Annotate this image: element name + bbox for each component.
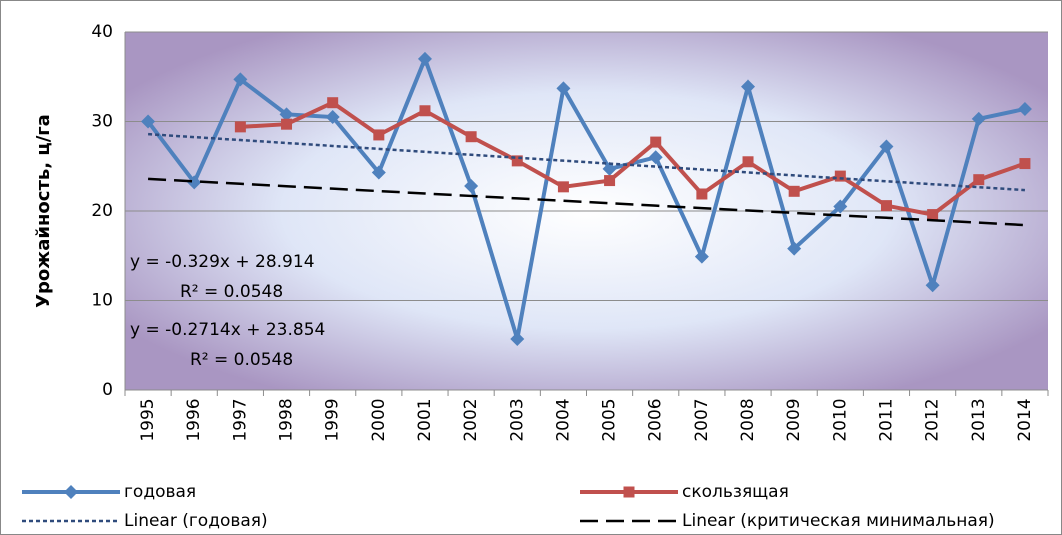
x-tick-label: 2005	[600, 398, 620, 441]
x-tick-label: 2001	[415, 398, 435, 441]
marker	[464, 178, 479, 193]
marker	[787, 241, 802, 256]
x-tick-label: 2013	[969, 398, 989, 441]
marker	[279, 107, 294, 122]
marker	[511, 155, 523, 167]
marker	[925, 278, 940, 293]
marker	[557, 181, 569, 193]
x-tick-label: 1997	[230, 398, 250, 441]
x-tick-label: 2004	[553, 398, 573, 441]
x-tick-label: 2012	[923, 398, 943, 441]
marker	[973, 174, 985, 186]
annotation: R² = 0.0548	[180, 282, 283, 302]
legend-marker	[623, 486, 635, 498]
x-tick-label: 1996	[184, 398, 204, 441]
annotation: R² = 0.0548	[190, 350, 293, 370]
marker	[371, 165, 386, 180]
marker	[650, 136, 662, 148]
marker	[604, 175, 616, 187]
x-tick-label: 1995	[138, 398, 158, 441]
legend-label: годовая	[124, 482, 196, 502]
marker	[694, 249, 709, 264]
legend-label: Linear (критическая минимальная)	[682, 511, 995, 531]
marker	[1017, 101, 1032, 116]
x-tick-label: 2010	[830, 398, 850, 441]
marker	[510, 331, 525, 346]
marker	[373, 129, 385, 141]
marker	[788, 185, 800, 197]
x-tick-label: 2008	[738, 398, 758, 441]
legend-label: скользящая	[682, 482, 789, 502]
marker	[1019, 158, 1031, 170]
marker	[834, 170, 846, 182]
y-tick-label: 0	[102, 380, 113, 400]
y-tick-label: 10	[91, 291, 113, 311]
legend-marker	[64, 485, 78, 499]
x-tick-label: 2014	[1015, 398, 1035, 441]
series-line	[146, 53, 1026, 340]
marker	[696, 188, 708, 200]
marker	[327, 97, 339, 109]
marker	[281, 118, 293, 130]
annotation: y = -0.2714x + 23.854	[130, 320, 325, 340]
x-tick-label: 1999	[323, 398, 343, 441]
marker	[648, 150, 663, 165]
series-line	[148, 177, 1025, 227]
marker	[742, 156, 754, 168]
marker	[880, 200, 892, 212]
y-axis-label: Урожайность, ц/га	[33, 114, 54, 308]
x-tick-label: 2003	[507, 398, 527, 441]
x-tick-label: 2006	[646, 398, 666, 441]
marker	[187, 175, 202, 190]
x-tick-label: 2007	[692, 398, 712, 441]
x-tick-label: 2000	[369, 398, 389, 441]
x-tick-label: 2011	[876, 398, 896, 441]
y-tick-label: 30	[91, 112, 113, 132]
x-tick-label: 2002	[461, 398, 481, 441]
marker	[927, 209, 939, 221]
y-tick-label: 40	[91, 22, 113, 42]
x-tick-label: 1998	[277, 398, 297, 441]
marker	[141, 114, 156, 129]
marker	[971, 111, 986, 126]
marker	[325, 110, 340, 125]
marker	[556, 81, 571, 96]
marker	[419, 105, 431, 117]
marker	[879, 139, 894, 154]
marker	[417, 51, 432, 66]
marker	[234, 121, 246, 133]
marker	[741, 79, 756, 94]
x-tick-label: 2009	[784, 398, 804, 441]
series-line	[240, 100, 1026, 217]
marker	[833, 199, 848, 214]
marker	[465, 131, 477, 143]
marker	[233, 72, 248, 87]
legend-label: Linear (годовая)	[124, 511, 268, 531]
marker	[602, 161, 617, 176]
annotation: y = -0.329x + 28.914	[130, 252, 315, 272]
y-tick-label: 20	[91, 201, 113, 221]
